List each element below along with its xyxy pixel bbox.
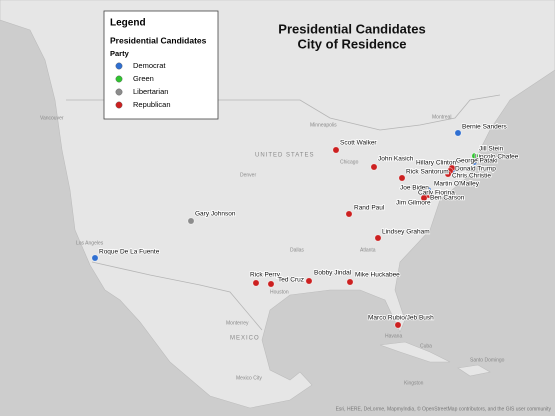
legend-items: Democrat Green Libertarian Republican bbox=[115, 61, 171, 109]
candidate-point bbox=[394, 321, 402, 329]
candidate-point bbox=[454, 129, 462, 137]
basemap-label: Monterrey bbox=[226, 320, 249, 326]
candidate-point bbox=[346, 278, 354, 286]
candidate-label: Rand Paul bbox=[354, 205, 385, 212]
candidate-label: Carly Fiorina bbox=[418, 190, 455, 197]
candidate-label: John Kasich bbox=[378, 156, 414, 163]
candidate-point bbox=[252, 279, 260, 287]
candidate-label: Scott Walker bbox=[340, 140, 377, 147]
basemap-label: UNITED STATES bbox=[255, 153, 314, 159]
candidate-point bbox=[398, 174, 406, 182]
candidate-label: Donald Trump bbox=[455, 166, 496, 173]
legend-field: Party bbox=[110, 49, 130, 58]
cuba bbox=[379, 341, 451, 363]
candidate-label: George Pataki bbox=[456, 158, 498, 165]
candidate-label: Lincoln Chafee bbox=[475, 154, 519, 161]
candidate-point bbox=[470, 158, 478, 166]
candidate-point bbox=[444, 170, 452, 178]
legend-label: Green bbox=[133, 74, 154, 83]
legend-box bbox=[103, 10, 219, 120]
candidate-label: Mike Huckabee bbox=[355, 272, 400, 279]
basemap-label: Santo Domingo bbox=[470, 357, 505, 363]
map-subtitle: City of Residence bbox=[297, 36, 406, 51]
border bbox=[91, 261, 263, 331]
candidate-label: Joe Biden bbox=[400, 185, 429, 192]
candidate-points: Roque De La Fuente Gary Johnson Scott Walk… bbox=[91, 123, 520, 329]
candidate-point bbox=[420, 194, 428, 202]
legend-symbol bbox=[115, 88, 123, 96]
candidate-label: Gary Johnson bbox=[195, 211, 236, 218]
basemap-label: Kingston bbox=[404, 380, 424, 386]
border bbox=[66, 94, 501, 131]
candidate-point bbox=[332, 146, 340, 154]
attribution: Esri, HERE, DeLorme, MapmyIndia, © OpenS… bbox=[336, 405, 552, 412]
candidate-point bbox=[370, 163, 378, 171]
legend-layer: Presidential Candidates bbox=[110, 35, 207, 45]
legend-label: Libertarian bbox=[133, 87, 168, 96]
basemap-label: Houston bbox=[270, 289, 289, 295]
basemap-label: Minneapolis bbox=[310, 122, 337, 128]
legend-symbol bbox=[115, 75, 123, 83]
candidate-label: Ben Carson bbox=[430, 195, 465, 202]
candidate-label: Jim Gilmore bbox=[396, 200, 431, 207]
hispaniola bbox=[457, 364, 491, 377]
legend: Legend Presidential Candidates Party Dem… bbox=[103, 10, 219, 120]
candidate-point bbox=[187, 217, 195, 225]
basemap-label: Los Angeles bbox=[76, 240, 104, 246]
candidate-label: Hillary Clinton bbox=[416, 160, 456, 167]
basemap-label: Atlanta bbox=[360, 247, 376, 253]
candidate-label: Roque De La Fuente bbox=[99, 249, 160, 256]
candidate-label: Bobby Jindal bbox=[314, 270, 352, 277]
legend-label: Republican bbox=[133, 100, 171, 109]
candidate-label: Jill Stein bbox=[479, 146, 504, 153]
candidate-label: Rick Perry bbox=[250, 272, 281, 279]
basemap-label: Dallas bbox=[290, 247, 304, 253]
basemap-label: Havana bbox=[385, 333, 402, 339]
candidate-label: Bernie Sanders bbox=[462, 124, 508, 131]
legend-symbol bbox=[115, 62, 123, 70]
candidate-label: Lindsey Graham bbox=[382, 229, 430, 236]
basemap-label: Cuba bbox=[420, 343, 432, 349]
basemap-label: Montreal bbox=[432, 114, 451, 120]
candidate-point bbox=[91, 254, 99, 262]
legend-title: Legend bbox=[110, 18, 146, 29]
basemap-label: MEXICO bbox=[230, 336, 260, 342]
candidate-label: Rick Santorum bbox=[406, 169, 449, 176]
candidate-label: Martin O'Malley bbox=[434, 181, 480, 188]
candidate-point bbox=[374, 234, 382, 242]
basemap-label: Denver bbox=[240, 172, 256, 178]
basemap-labels: UNITED STATES MEXICO Montreal Chicago Denver… bbox=[40, 114, 505, 386]
legend-label: Democrat bbox=[133, 61, 166, 70]
candidate-point bbox=[305, 277, 313, 285]
basemap-label: Vancouver bbox=[40, 115, 64, 121]
basemap-label: Mexico City bbox=[236, 375, 262, 381]
legend-symbol bbox=[115, 101, 123, 109]
candidate-point bbox=[345, 210, 353, 218]
candidate-label: Chris Christie bbox=[452, 173, 491, 180]
map-title: Presidential Candidates bbox=[278, 21, 425, 36]
candidate-label: Marco Rubio/Jeb Bush bbox=[368, 315, 434, 322]
candidate-label: Ted Cruz bbox=[278, 277, 304, 284]
basemap-label: Chicago bbox=[340, 159, 359, 165]
candidate-point bbox=[267, 280, 275, 288]
